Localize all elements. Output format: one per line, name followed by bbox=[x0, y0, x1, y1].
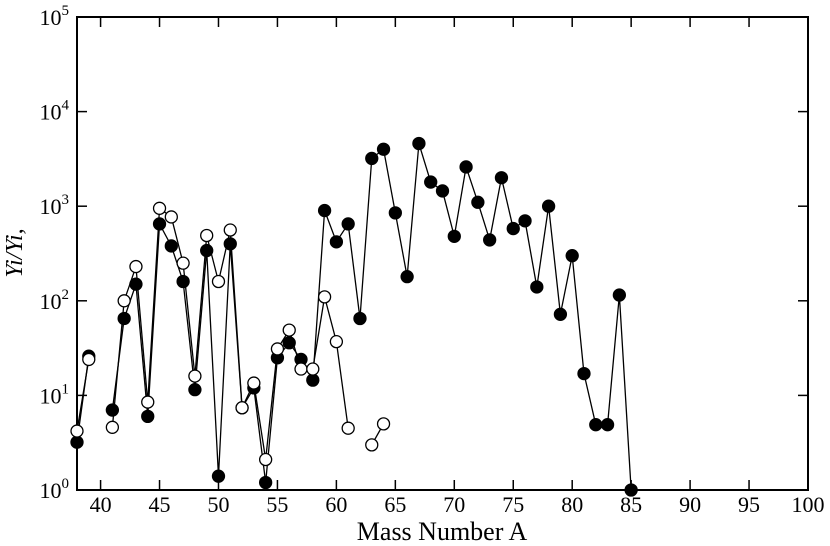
data-point bbox=[388, 206, 402, 220]
x-tick-label: 45 bbox=[149, 492, 171, 517]
x-tick-label: 95 bbox=[738, 492, 760, 517]
data-point bbox=[247, 376, 261, 390]
data-point bbox=[223, 223, 237, 237]
data-point bbox=[494, 171, 509, 185]
data-point bbox=[117, 294, 131, 308]
x-tick-label: 70 bbox=[443, 492, 465, 517]
x-tick-label: 40 bbox=[90, 492, 112, 517]
data-point bbox=[506, 221, 520, 236]
x-tick-label: 60 bbox=[325, 492, 347, 517]
data-point bbox=[600, 418, 615, 432]
x-tick-label: 100 bbox=[792, 492, 825, 517]
x-tick-label: 90 bbox=[679, 492, 701, 517]
y-tick-label: 102 bbox=[40, 287, 70, 314]
data-point bbox=[329, 334, 344, 349]
data-point bbox=[612, 288, 627, 302]
data-point bbox=[235, 401, 249, 415]
data-point bbox=[282, 323, 296, 337]
x-tick-label: 55 bbox=[266, 492, 288, 517]
data-point bbox=[447, 229, 461, 244]
data-point bbox=[258, 475, 273, 490]
data-point bbox=[589, 418, 603, 432]
data-point bbox=[365, 151, 379, 166]
y-tick-label: 101 bbox=[40, 381, 70, 408]
data-point bbox=[200, 243, 214, 258]
data-point bbox=[223, 237, 237, 251]
x-tick-label: 75 bbox=[502, 492, 524, 517]
y-axis-label: Yi/Yi, bbox=[2, 228, 28, 277]
data-point bbox=[317, 203, 332, 218]
data-point bbox=[565, 249, 579, 263]
data-point bbox=[365, 438, 379, 452]
data-point bbox=[152, 217, 167, 231]
data-point bbox=[270, 342, 285, 356]
data-point bbox=[117, 311, 131, 326]
data-point bbox=[553, 307, 568, 321]
data-point bbox=[459, 160, 473, 174]
data-point bbox=[294, 362, 308, 376]
data-point bbox=[70, 424, 84, 438]
data-point bbox=[129, 259, 143, 274]
y-tick-label: 105 bbox=[40, 3, 70, 30]
data-point bbox=[317, 290, 332, 304]
data-point bbox=[471, 195, 485, 209]
data-point bbox=[258, 452, 273, 467]
x-tick-label: 65 bbox=[384, 492, 406, 517]
data-point bbox=[141, 409, 155, 424]
data-point bbox=[211, 469, 226, 483]
data-point bbox=[376, 417, 391, 431]
data-point bbox=[353, 311, 367, 326]
x-tick-label: 80 bbox=[561, 492, 583, 517]
data-point bbox=[424, 175, 438, 189]
x-tick-label: 50 bbox=[207, 492, 229, 517]
y-tick-label: 103 bbox=[40, 192, 70, 219]
data-point bbox=[105, 403, 120, 417]
data-point bbox=[577, 366, 591, 381]
data-point bbox=[306, 373, 320, 387]
data-point bbox=[282, 336, 296, 350]
x-axis-label: Mass Number A bbox=[357, 517, 528, 546]
y-tick-label: 104 bbox=[40, 98, 70, 125]
y-tick-label: 100 bbox=[40, 476, 70, 503]
data-point bbox=[530, 280, 544, 294]
data-point bbox=[541, 199, 556, 213]
data-point bbox=[341, 421, 355, 435]
data-point bbox=[105, 420, 120, 434]
data-point bbox=[435, 184, 450, 198]
data-point bbox=[376, 142, 391, 156]
data-point bbox=[306, 362, 320, 376]
data-point bbox=[70, 435, 84, 449]
data-point bbox=[82, 352, 96, 367]
data-point bbox=[518, 214, 532, 228]
data-point bbox=[211, 274, 226, 289]
data-point bbox=[129, 277, 143, 291]
data-point bbox=[176, 256, 190, 270]
data-point bbox=[329, 235, 344, 249]
data-point bbox=[164, 239, 178, 253]
data-point bbox=[624, 483, 638, 497]
data-point bbox=[164, 210, 178, 224]
data-point bbox=[400, 270, 414, 284]
data-point bbox=[483, 233, 497, 247]
data-point bbox=[341, 217, 355, 231]
data-point bbox=[188, 369, 202, 383]
data-point bbox=[152, 201, 167, 215]
data-point bbox=[141, 395, 155, 409]
data-point bbox=[188, 383, 202, 397]
data-point bbox=[412, 136, 426, 151]
data-point bbox=[176, 274, 190, 289]
data-point bbox=[200, 228, 214, 243]
x-tick-label: 85 bbox=[620, 492, 642, 517]
plot-frame bbox=[76, 16, 809, 491]
